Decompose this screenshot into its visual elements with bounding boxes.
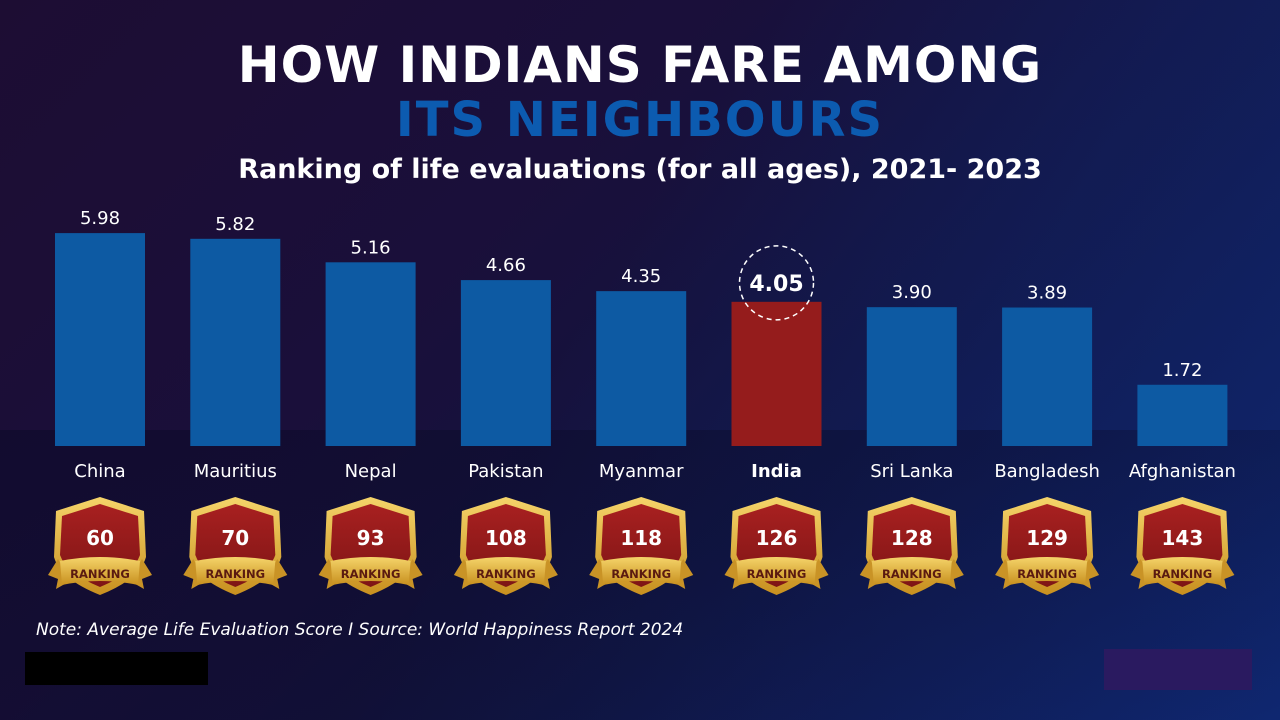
bar-group-pakistan: 4.66 Pakistan 108 RANKING: [453, 255, 558, 595]
bar-group-afghanistan: 1.72 Afghanistan 143 RANKING: [1129, 360, 1236, 595]
ranking-number: 70: [221, 526, 249, 550]
ranking-label: RANKING: [1017, 567, 1077, 581]
ranking-number: 126: [756, 526, 798, 550]
ribbon-banner: [601, 557, 682, 585]
bar: [190, 238, 281, 446]
bar: [1137, 384, 1228, 446]
ranking-badge: 126 RANKING: [724, 497, 829, 595]
ribbon-banner: [1007, 557, 1088, 585]
ribbon-banner: [465, 557, 546, 585]
bar-group-myanmar: 4.35 Myanmar 118 RANKING: [589, 266, 694, 595]
logo-placeholder: [1104, 649, 1252, 690]
bar-group-china: 5.98 China 60 RANKING: [48, 208, 152, 595]
ranking-badge: 93 RANKING: [318, 497, 423, 595]
ranking-badge: 108 RANKING: [453, 497, 558, 595]
value-label: 4.66: [486, 255, 526, 276]
bar: [460, 280, 551, 446]
ranking-label: RANKING: [1153, 567, 1213, 581]
ranking-number: 129: [1026, 526, 1068, 550]
highlight-circle: [738, 245, 815, 321]
ranking-badge: 128 RANKING: [859, 497, 964, 595]
ranking-number: 118: [620, 526, 662, 550]
bar: [866, 307, 957, 446]
bar-group-sri-lanka: 3.90 Sri Lanka 128 RANKING: [859, 282, 964, 595]
source-note: Note: Average Life Evaluation Score I So…: [36, 620, 684, 640]
bar-group-bangladesh: 3.89 Bangladesh 129 RANKING: [994, 283, 1100, 595]
bar: [596, 291, 687, 446]
ribbon-banner: [736, 557, 817, 585]
ranking-number: 128: [891, 526, 933, 550]
category-label: Nepal: [345, 461, 397, 482]
ranking-number: 93: [357, 526, 385, 550]
ranking-label: RANKING: [205, 567, 265, 581]
value-label: 5.16: [351, 237, 391, 258]
category-label: Bangladesh: [994, 461, 1100, 482]
ranking-label: RANKING: [476, 567, 536, 581]
ribbon-banner: [1142, 557, 1223, 585]
category-label: Afghanistan: [1129, 461, 1236, 482]
bar-group-mauritius: 5.82 Mauritius 70 RANKING: [183, 214, 288, 595]
bar-group-nepal: 5.16 Nepal 93 RANKING: [318, 237, 423, 595]
ranking-badge: 143 RANKING: [1130, 497, 1235, 595]
ribbon-banner: [871, 557, 952, 585]
ranking-number: 60: [86, 526, 114, 550]
ribbon-banner: [330, 557, 411, 585]
ranking-badge: 60 RANKING: [48, 497, 152, 595]
ranking-label: RANKING: [70, 567, 130, 581]
value-label: 3.90: [892, 282, 932, 303]
ranking-label: RANKING: [611, 567, 671, 581]
ranking-badge: 118 RANKING: [589, 497, 694, 595]
category-label: Mauritius: [194, 461, 277, 482]
ribbon-banner: [60, 557, 140, 585]
value-label: 5.82: [215, 214, 255, 235]
ranking-badge: 129 RANKING: [995, 497, 1100, 595]
value-label: 5.98: [80, 208, 120, 229]
ranking-number: 108: [485, 526, 527, 550]
bar: [325, 262, 416, 446]
ranking-number: 143: [1162, 526, 1204, 550]
ribbon-banner: [195, 557, 276, 585]
value-label: 4.05: [749, 272, 803, 297]
category-label: Sri Lanka: [870, 461, 953, 482]
category-label: China: [74, 461, 125, 482]
title-line-2: ITS NEIGHBOURS: [395, 92, 885, 148]
chart-subtitle: Ranking of life evaluations (for all age…: [238, 154, 1042, 185]
value-label: 3.89: [1027, 283, 1067, 304]
category-label: Myanmar: [599, 461, 684, 482]
ranking-label: RANKING: [341, 567, 401, 581]
bar: [1002, 307, 1093, 446]
category-label: Pakistan: [468, 461, 543, 482]
value-label: 4.35: [621, 266, 661, 287]
ranking-label: RANKING: [882, 567, 942, 581]
ranking-label: RANKING: [747, 567, 807, 581]
category-label: India: [751, 461, 802, 482]
value-label: 1.72: [1162, 360, 1202, 381]
bar: [731, 301, 822, 446]
title-line-1: HOW INDIANS FARE AMONG: [237, 36, 1043, 94]
redaction-box: [25, 652, 208, 685]
bar: [55, 233, 145, 446]
ranking-badge: 70 RANKING: [183, 497, 288, 595]
bar-group-india: 4.05 India 126 RANKING: [724, 245, 829, 595]
